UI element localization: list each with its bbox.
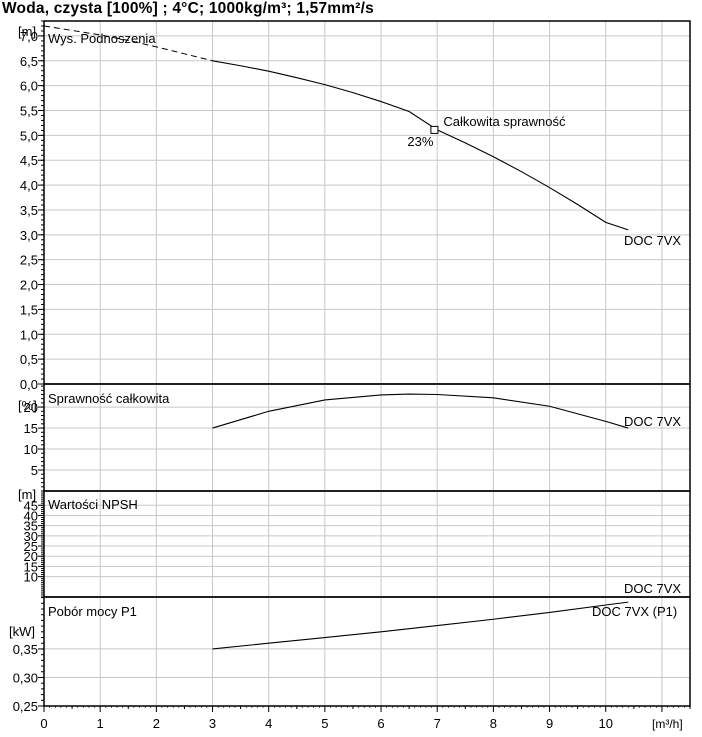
y-tick-label: 7,0: [20, 29, 38, 44]
y-tick-label: 4,5: [20, 153, 38, 168]
y-tick-label: 6,0: [20, 79, 38, 94]
x-unit-label: [m³/h]: [652, 717, 683, 731]
series-label: DOC 7VX: [624, 581, 681, 596]
y-tick-label: 2,5: [20, 253, 38, 268]
y-tick-label: 2,0: [20, 278, 38, 293]
extrapolated-curve: [43, 25, 213, 62]
series-label: DOC 7VX (P1): [592, 604, 677, 619]
y-tick-label: 40: [24, 508, 38, 523]
y-tick-label: 5,5: [20, 104, 38, 119]
panel-title: Wartości NPSH: [48, 497, 138, 512]
y-tick-label: 20: [24, 400, 38, 415]
panel-frame: [43, 490, 691, 598]
x-tick-label: 4: [265, 716, 272, 731]
y-tick-label: 6,5: [20, 54, 38, 69]
y-tick-label: 3,5: [20, 203, 38, 218]
y-tick-label: 35: [24, 519, 38, 534]
x-tick-label: 8: [490, 716, 497, 731]
y-tick-label: 25: [24, 539, 38, 554]
y-tick-label: 0,35: [13, 642, 38, 657]
y-tick-label: 15: [24, 559, 38, 574]
x-tick-label: 10: [599, 716, 613, 731]
operating-point-marker: [430, 125, 439, 134]
y-tick-label: 5,0: [20, 128, 38, 143]
panel-title: Wys. Podnoszenia: [48, 31, 156, 46]
y-unit-label: [m]: [18, 487, 36, 502]
series-label: DOC 7VX: [624, 414, 681, 429]
panel-2: 5 10 15 20[%] Sprawność całkowita DOC 7VX: [18, 383, 691, 492]
panel-frame: [43, 20, 691, 385]
y-tick-label: 5: [31, 463, 38, 478]
series-label: DOC 7VX: [624, 233, 681, 248]
x-tick-label: 3: [209, 716, 216, 731]
y-unit-label: [kW]: [9, 624, 35, 639]
x-tick-label: 2: [153, 716, 160, 731]
chart-title: Woda, czysta [100%] ; 4°C; 1000kg/m³; 1,…: [2, 0, 374, 17]
x-tick-label: 7: [434, 716, 441, 731]
x-tick-label: 0: [40, 716, 47, 731]
series-line: [212, 393, 629, 429]
y-tick-label: 0,25: [13, 699, 38, 714]
series-line: [212, 60, 629, 231]
y-tick-label: 4,0: [20, 178, 38, 193]
y-unit-label: [m]: [18, 24, 36, 39]
x-tick-label: 9: [546, 716, 553, 731]
y-tick-label: 1,5: [20, 302, 38, 317]
y-tick-label: 1,0: [20, 327, 38, 342]
y-tick-label: 0,5: [20, 352, 38, 367]
y-tick-label: 0,30: [13, 670, 38, 685]
operating-point-label: Całkowita sprawność: [443, 114, 566, 129]
x-axis: 0 1 2 3 4 5 6 7 8 9 10 [m³/h]: [40, 706, 691, 731]
y-unit-label: [%]: [18, 398, 37, 413]
y-tick-label: 10: [24, 570, 38, 585]
y-tick-label: 10: [24, 442, 38, 457]
x-tick-label: 1: [97, 716, 104, 731]
y-tick-label: 3,0: [20, 228, 38, 243]
panel-1: 0,0 0,5 1,0 1,5 2,0 2,5 3,0 3,5 4,0 4,5 5,0 5,5 6,0 6…: [18, 20, 691, 392]
panel-frame: [43, 596, 691, 707]
y-tick-label: 30: [24, 529, 38, 544]
panel-title: Sprawność całkowita: [48, 391, 170, 406]
series-line: [212, 601, 629, 650]
x-tick-label: 6: [377, 716, 384, 731]
y-tick-label: 0,0: [20, 377, 38, 392]
panel-4: 0,25 0,30 0,35 [kW] Pobór mocy P1 DOC 7VX (P1…: [9, 596, 691, 714]
operating-point-value: 23%: [407, 134, 433, 149]
panel-title: Pobór mocy P1: [48, 604, 137, 619]
y-tick-label: 20: [24, 549, 38, 564]
y-tick-label: 15: [24, 421, 38, 436]
x-tick-label: 5: [321, 716, 328, 731]
y-tick-label: 45: [24, 498, 38, 513]
